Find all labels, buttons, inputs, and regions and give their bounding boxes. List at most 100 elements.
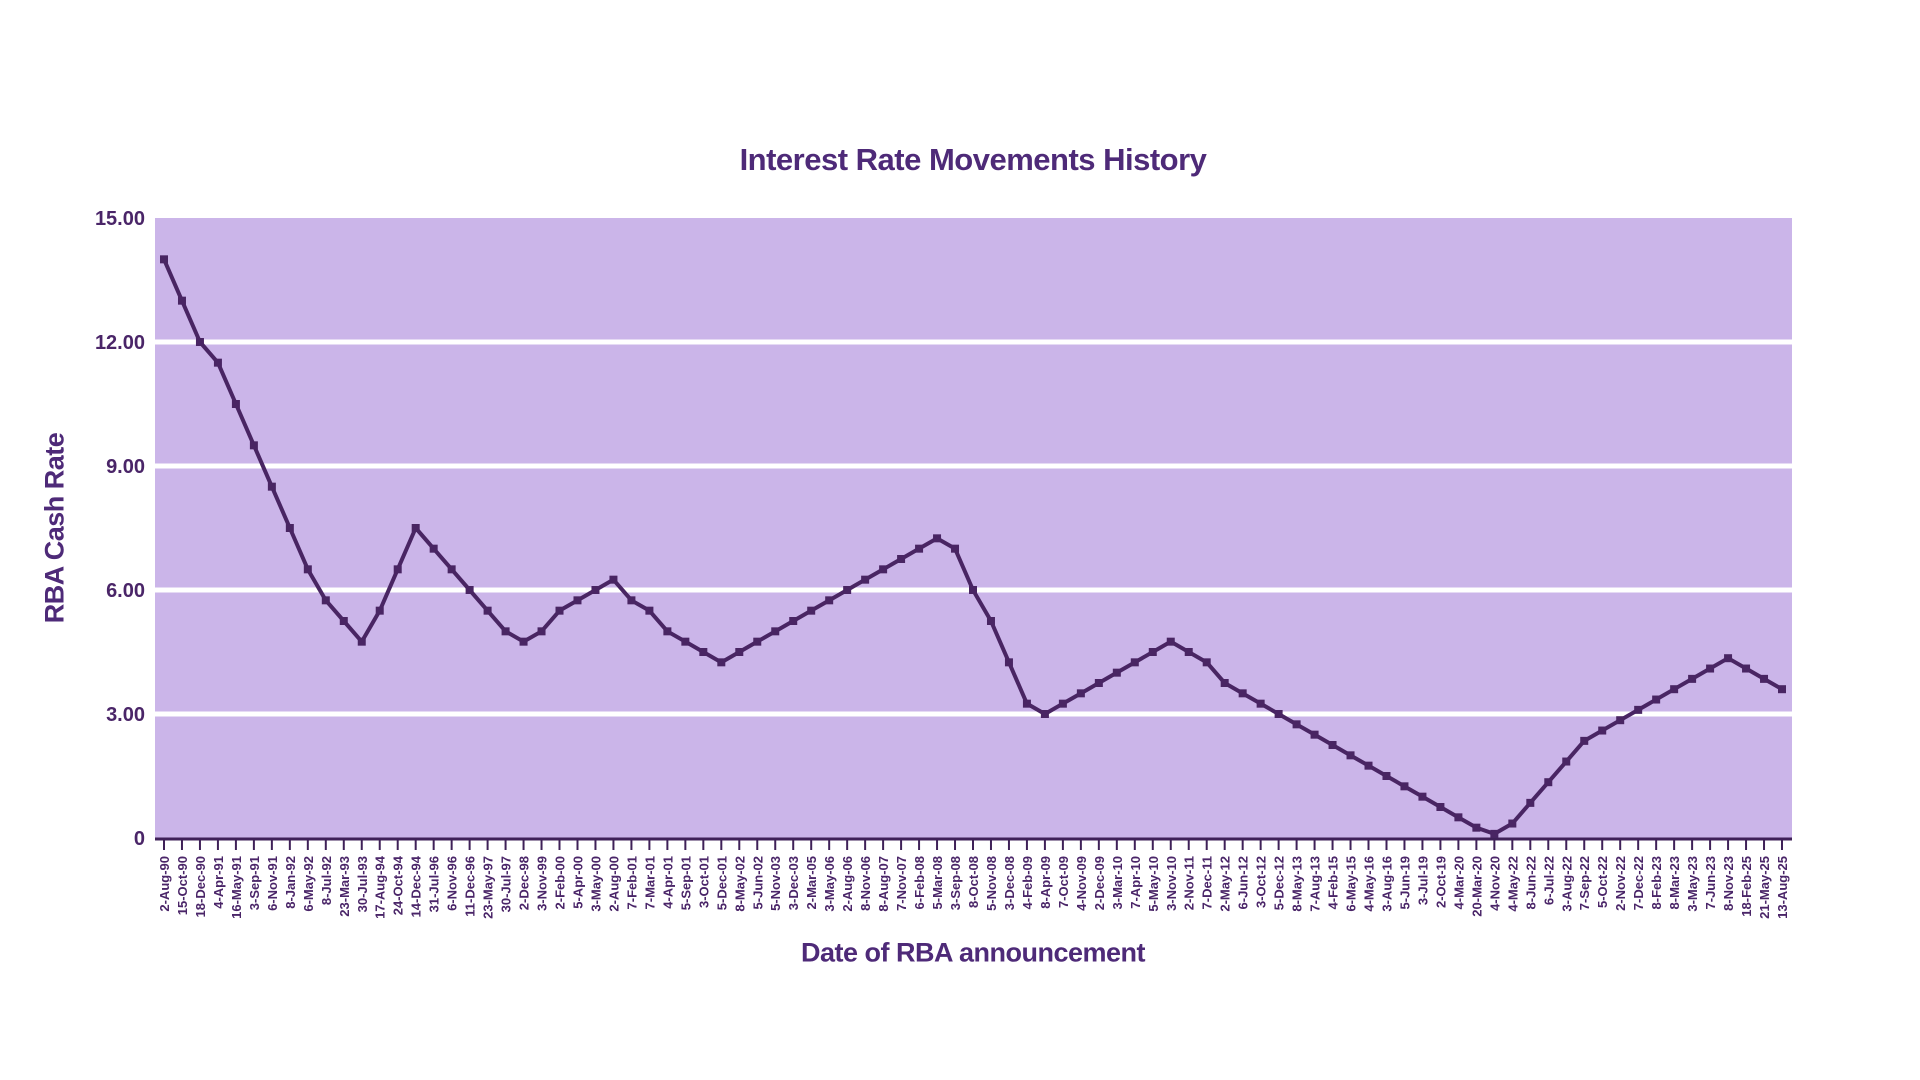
data-point-marker: [915, 544, 924, 553]
x-tick-label: 4-Mar-20: [1451, 856, 1466, 909]
x-tick-label: 7-Feb-01: [624, 856, 639, 909]
y-tick-label: 6.00: [106, 580, 145, 602]
data-point-marker: [1616, 716, 1625, 725]
x-tick-label: 6-May-15: [1344, 856, 1359, 912]
x-tick-label: 7-Dec-22: [1631, 856, 1646, 910]
data-point-marker: [1364, 761, 1373, 770]
data-point-marker: [160, 255, 168, 264]
data-point-marker: [231, 400, 240, 408]
x-tick-label: 7-Nov-07: [894, 856, 909, 911]
x-tick-label: 3-May-00: [588, 856, 603, 912]
data-point-marker: [393, 565, 402, 574]
x-tick-label: 18-Dec-90: [193, 856, 208, 917]
x-tick-label: 8-Aug-07: [876, 856, 891, 912]
x-tick-label: 2-Aug-00: [606, 856, 621, 912]
x-tick-label: 6-Jun-12: [1236, 856, 1251, 909]
plot-background: [155, 218, 1792, 838]
data-point-marker: [807, 606, 816, 615]
x-tick-label: 6-May-92: [301, 856, 316, 912]
data-point-marker: [1688, 674, 1697, 683]
y-tick-label: 9.00: [106, 456, 145, 478]
x-tick-label: 5-Sep-01: [678, 856, 693, 910]
data-point-marker: [357, 637, 366, 646]
data-point-marker: [537, 627, 546, 636]
x-tick-label: 23-Mar-93: [337, 856, 352, 917]
y-tick-label: 15.00: [95, 208, 145, 230]
data-point-marker: [1274, 710, 1283, 718]
x-tick-label: 5-Mar-08: [930, 856, 945, 909]
x-tick-label: 31-Jul-96: [427, 856, 442, 912]
data-point-marker: [1310, 730, 1319, 739]
data-point-marker: [1004, 658, 1013, 667]
x-tick-label: 20-Mar-20: [1469, 856, 1484, 917]
x-tick-label: 3-May-23: [1685, 856, 1700, 912]
x-tick-label: 3-Sep-08: [948, 856, 963, 910]
x-tick-label: 2-Feb-00: [553, 856, 568, 909]
data-point-marker: [1238, 689, 1247, 698]
x-tick-label: 21-May-25: [1757, 856, 1772, 919]
data-point-marker: [429, 544, 438, 553]
data-point-marker: [555, 606, 564, 615]
x-tick-label: 3-Jul-19: [1415, 856, 1430, 905]
data-point-marker: [1382, 772, 1391, 780]
y-tick-label: 3.00: [106, 704, 145, 726]
data-point-marker: [951, 544, 960, 553]
x-tick-label: 8-Nov-23: [1721, 856, 1736, 911]
x-tick-label: 3-Aug-22: [1559, 856, 1574, 912]
x-tick-label: 14-Dec-94: [409, 855, 424, 917]
x-tick-label: 4-Feb-15: [1326, 856, 1341, 909]
data-point-marker: [771, 627, 780, 636]
data-point-marker: [1490, 829, 1499, 838]
x-tick-label: 7-Dec-11: [1200, 856, 1215, 909]
x-tick-label: 23-May-97: [481, 856, 496, 919]
data-point-marker: [177, 296, 186, 305]
data-point-marker: [1328, 741, 1337, 749]
data-point-marker: [735, 648, 744, 656]
x-tick-label: 2-Oct-19: [1433, 856, 1448, 908]
data-point-marker: [1706, 664, 1715, 673]
x-tick-label: 8-Nov-06: [858, 856, 873, 911]
x-tick-label: 15-Oct-90: [175, 856, 190, 915]
data-point-marker: [897, 555, 906, 563]
x-tick-label: 8-Oct-08: [966, 856, 981, 908]
x-tick-label: 5-Oct-22: [1595, 856, 1610, 908]
data-point-marker: [1184, 648, 1193, 656]
data-point-marker: [1400, 782, 1409, 791]
x-tick-label: 5-Dec-12: [1272, 856, 1287, 910]
data-point-marker: [1040, 710, 1049, 718]
data-point-marker: [411, 524, 420, 532]
data-point-marker: [969, 586, 977, 594]
data-point-marker: [1742, 664, 1751, 673]
x-tick-label: 8-Jul-92: [319, 856, 334, 905]
x-tick-label: 6-Nov-91: [265, 856, 280, 911]
x-axis-title: Date of RBA announcement: [800, 937, 1146, 968]
data-point-marker: [1724, 654, 1733, 663]
x-tick-label: 7-Mar-01: [642, 856, 657, 909]
x-tick-label: 24-Oct-94: [391, 855, 406, 915]
data-point-marker: [1778, 685, 1786, 694]
x-tick-label: 5-Dec-01: [714, 856, 729, 910]
data-point-marker: [573, 596, 582, 605]
data-point-marker: [303, 565, 312, 574]
x-tick-label: 3-Aug-16: [1379, 856, 1394, 912]
x-tick-label: 2-Aug-06: [840, 856, 855, 912]
data-point-marker: [1562, 757, 1571, 766]
x-tick-label: 6-Feb-08: [912, 856, 927, 909]
data-point-marker: [861, 575, 870, 584]
x-tick-label: 30-Jul-97: [499, 856, 514, 912]
x-tick-label: 5-Jun-02: [750, 856, 765, 909]
data-point-marker: [483, 606, 492, 615]
x-tick-label: 5-Nov-08: [984, 856, 999, 911]
data-point-marker: [1580, 736, 1589, 745]
data-point-marker: [1508, 819, 1517, 828]
x-tick-label: 8-May-02: [732, 856, 747, 912]
data-point-marker: [609, 575, 618, 584]
data-point-marker: [1346, 751, 1355, 760]
x-tick-label: 13-Aug-25: [1775, 856, 1790, 919]
data-point-marker: [375, 606, 384, 615]
x-tick-label: 6-Nov-96: [445, 856, 460, 911]
data-point-marker: [1526, 798, 1535, 807]
x-tick-label: 4-Nov-09: [1074, 856, 1089, 911]
x-tick-label: 2-Mar-05: [804, 856, 819, 909]
